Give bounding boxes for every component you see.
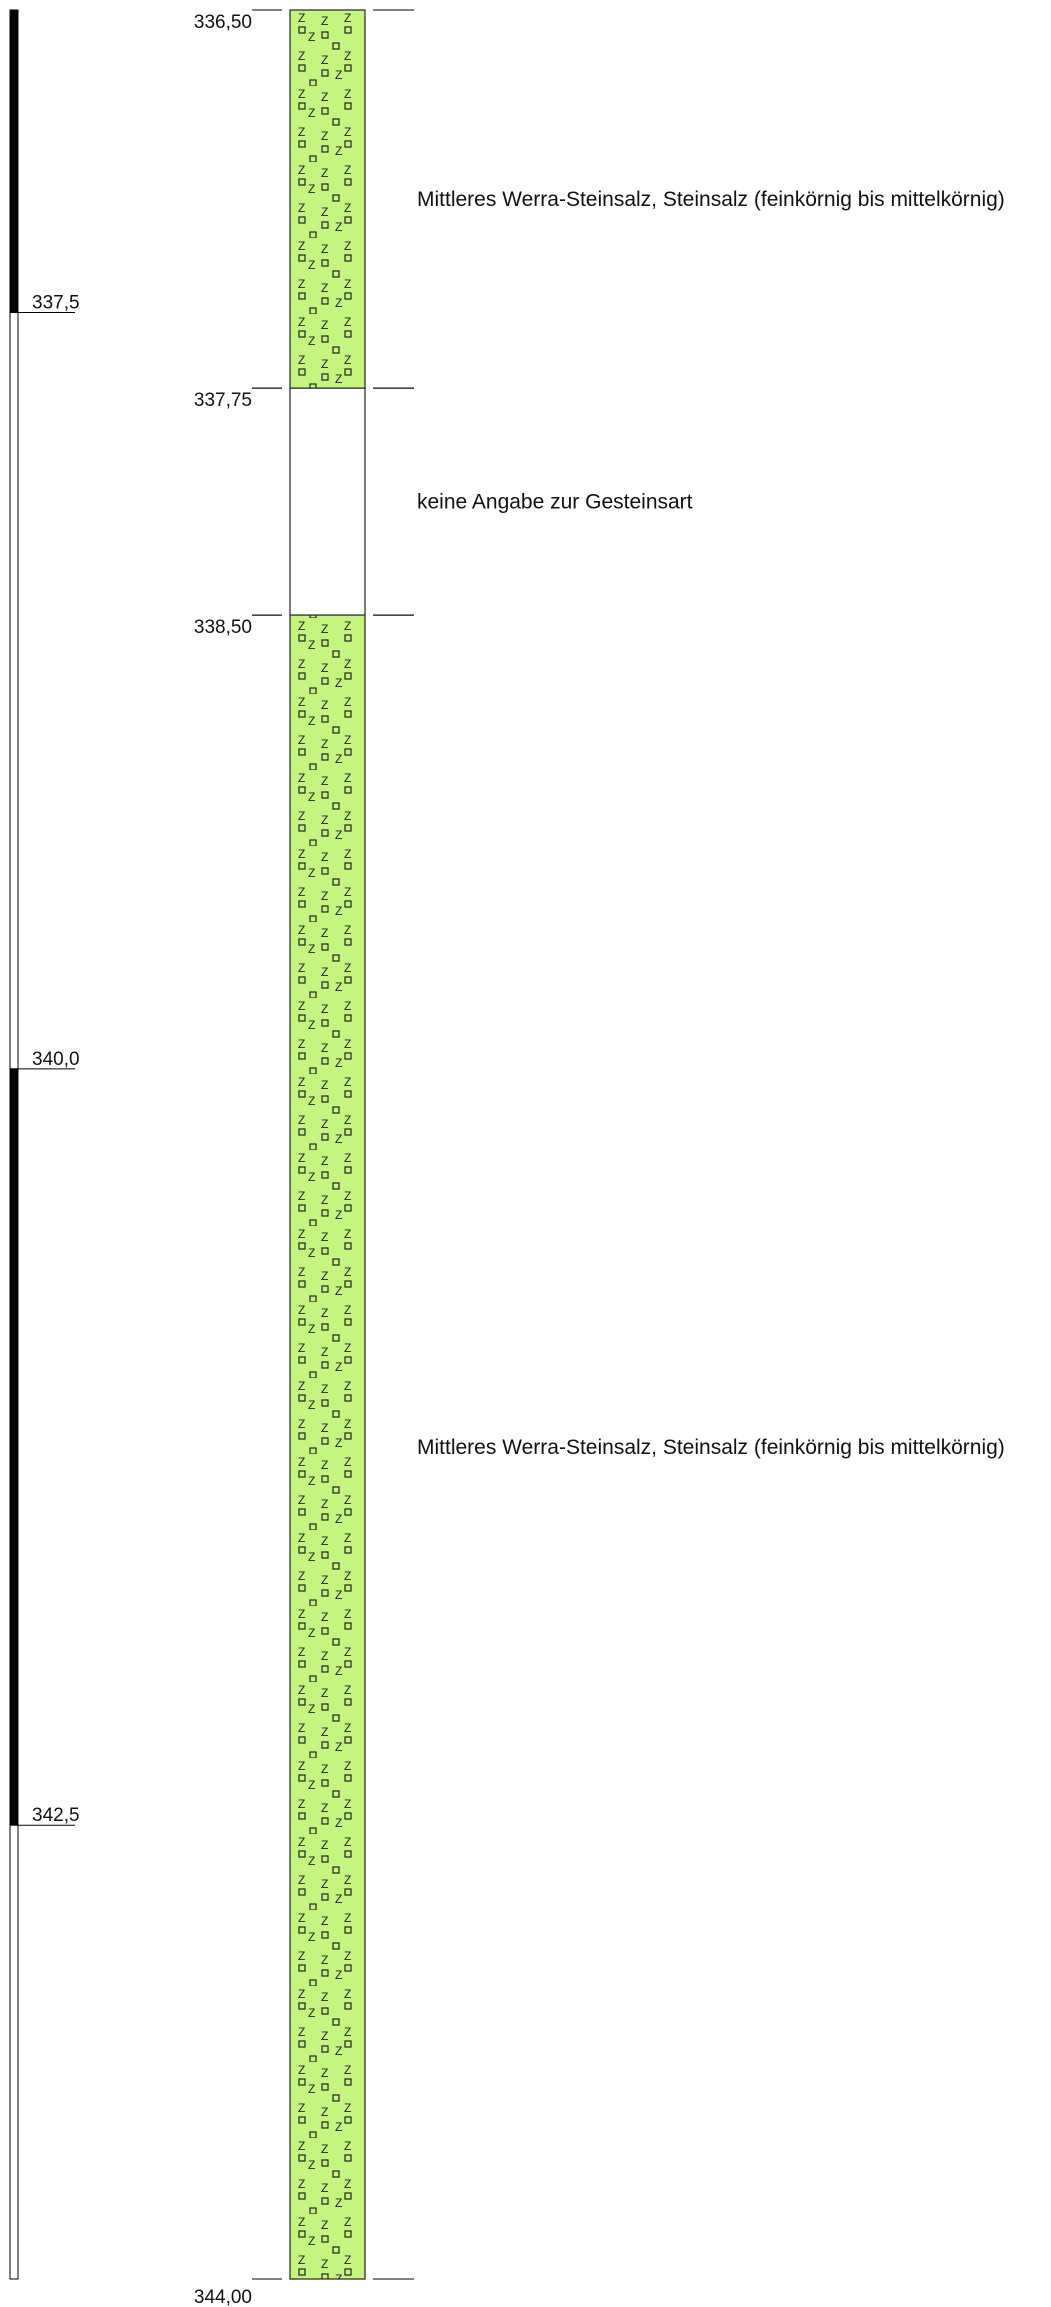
scale-bar-segment: [9, 312, 19, 1070]
layer-bottom-depth: 344,00: [194, 2287, 252, 2307]
scale-bar-segment: [9, 9, 19, 314]
layer-description: Mittleres Werra-Steinsalz, Steinsalz (fe…: [417, 188, 1005, 211]
scale-tick-label: 340,0: [32, 1049, 80, 1070]
scale-tick-label: 337,5: [32, 293, 80, 314]
depth-scale: 337,5 340,0 342,5: [9, 9, 80, 2280]
layer-3-fill: [289, 614, 366, 2280]
layer-top-depth: 338,50: [194, 617, 252, 638]
layer-1-fill: [289, 9, 366, 389]
lithology-column: [289, 9, 366, 2280]
scale-tick-label: 342,5: [32, 1805, 80, 1826]
layer-annotations: 336,50 Mittleres Werra-Steinsalz, Steinsa…: [194, 9, 1005, 2307]
scale-bar-segment: [9, 1824, 19, 2280]
layer-2-fill: [289, 387, 366, 616]
layer-description: Mittleres Werra-Steinsalz, Steinsalz (fe…: [417, 1436, 1005, 1459]
layer-description: keine Angabe zur Gesteinsart: [417, 491, 693, 514]
layer-top-depth: 337,75: [194, 390, 252, 411]
scale-bar-segment: [9, 1068, 19, 1826]
layer-top-depth: 336,50: [194, 12, 252, 33]
